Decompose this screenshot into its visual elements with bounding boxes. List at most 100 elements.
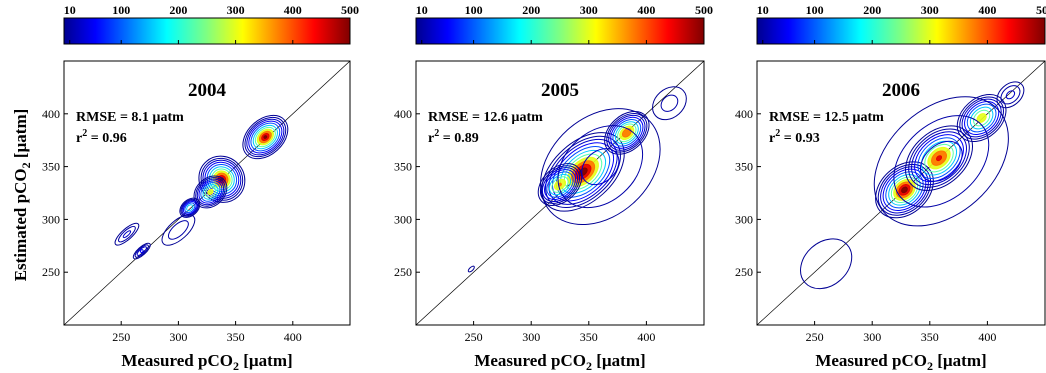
x-tick-label: 350 [921, 330, 939, 344]
x-tick-label: 250 [806, 330, 824, 344]
contour-level-60-cluster-2 [544, 169, 576, 200]
contour-level-60-cluster-3 [182, 201, 197, 215]
panel-title: 2005 [541, 80, 579, 101]
contour-level-500-cluster-0 [901, 186, 908, 194]
y-tick-label: 300 [394, 212, 412, 226]
y-tick-label: 250 [394, 265, 412, 279]
contour-level-10-cluster-3 [540, 108, 661, 226]
contour-level-20-cluster-3 [893, 115, 990, 208]
contour-level-20-cluster-4 [660, 94, 679, 112]
colorbar-tick-label: 10 [757, 3, 769, 17]
colorbar-tick-label: 500 [695, 3, 713, 17]
x-tick-label: 250 [465, 330, 483, 344]
density-contours [114, 114, 289, 260]
y-tick-label: 350 [394, 160, 412, 174]
contour-level-35-cluster-5 [122, 230, 132, 239]
contour-level-10-cluster-0 [875, 161, 934, 219]
density-contours [467, 86, 687, 273]
contour-level-10-cluster-4 [996, 81, 1025, 109]
contour-level-35-cluster-3 [181, 199, 199, 216]
colorbar-tick-label: 100 [806, 3, 824, 17]
contour-level-60-cluster-2 [198, 180, 223, 204]
contour-level-160-cluster-2 [548, 173, 572, 196]
x-tick-label: 250 [112, 330, 130, 344]
x-tick-label: 400 [637, 330, 655, 344]
contour-level-160-cluster-0 [252, 124, 278, 150]
y-axis-label: Estimated pCO2 [µatm] [11, 109, 33, 282]
contour-level-20-cluster-5 [118, 225, 136, 243]
y-tick-label: 350 [735, 160, 753, 174]
r-squared-text: r2 = 0.96 [76, 128, 127, 146]
contour-level-20-cluster-0 [244, 116, 287, 158]
y-tick-label: 400 [42, 107, 60, 121]
contour-level-160-cluster-3 [186, 204, 194, 212]
r-squared-text: r2 = 0.89 [428, 128, 479, 146]
colorbar-2005: 10 100 200 300 400 500 [415, 3, 713, 45]
y-tick-label: 400 [394, 107, 412, 121]
contour-level-20-cluster-3 [557, 125, 644, 209]
contour-level-100-cluster-2 [200, 182, 221, 202]
x-axis-label: Measured pCO2 [µatm] [121, 351, 292, 373]
contour-level-60-cluster-0 [882, 168, 927, 211]
x-tick-label: 400 [284, 330, 302, 344]
colorbar-tick-label: 200 [522, 3, 540, 17]
y-tick-label: 300 [735, 212, 753, 226]
contour-level-100-cluster-2 [966, 103, 997, 133]
contour-level-20-cluster-3 [180, 198, 200, 217]
colorbar-2006: 10 100 200 300 400 500 [756, 3, 1046, 45]
contour-level-160-cluster-2 [202, 184, 219, 200]
contour-level-160-cluster-2 [969, 106, 994, 130]
colorbar-tick-label: 100 [465, 3, 483, 17]
x-axis-label: Measured pCO2 [µatm] [474, 351, 645, 373]
contour-level-10-cluster-2 [956, 94, 1007, 143]
contour-level-10-cluster-4 [132, 242, 151, 260]
contour-level-10-cluster-5 [467, 265, 475, 273]
y-tick-label: 400 [735, 107, 753, 121]
contour-level-10-cluster-6 [161, 214, 196, 246]
contour-level-10-cluster-2 [537, 163, 583, 206]
contour-level-35-cluster-3 [920, 140, 963, 182]
panel-title: 2004 [188, 80, 227, 101]
colorbar-gradient [756, 17, 1046, 45]
contour-level-10-cluster-3 [179, 197, 201, 218]
contour-level-500-cluster-0 [263, 135, 268, 139]
x-tick-label: 300 [863, 330, 881, 344]
contour-level-230-cluster-1 [211, 168, 233, 191]
y-tick-label: 350 [42, 160, 60, 174]
contour-level-60-cluster-4 [139, 249, 144, 253]
contour-level-300-cluster-2 [207, 188, 214, 196]
y-tick-label: 250 [735, 265, 753, 279]
y-tick-label: 250 [42, 265, 60, 279]
contour-level-230-cluster-1 [617, 123, 637, 143]
colorbar-tick-label: 100 [112, 3, 130, 17]
colorbar-tick-label: 400 [637, 3, 655, 17]
contour-level-35-cluster-2 [541, 167, 579, 202]
contour-level-450-cluster-1 [935, 155, 943, 162]
panel-2005: 10 100 200 300 400 500 250 300 350 400 250 300 350 40… [394, 3, 713, 373]
contour-level-230-cluster-0 [254, 126, 276, 148]
contour-level-230-cluster-0 [890, 176, 919, 204]
colorbar-gradient [415, 17, 705, 45]
contour-level-20-cluster-1 [606, 113, 648, 153]
colorbar-2004: 10 100 200 300 400 500 [63, 3, 359, 45]
colorbar-gradient [63, 17, 351, 45]
x-tick-label: 400 [978, 330, 996, 344]
contour-level-10-cluster-4 [652, 86, 687, 121]
contour-level-35-cluster-4 [136, 246, 147, 256]
contour-level-230-cluster-2 [204, 186, 217, 198]
density-contours [800, 81, 1025, 290]
x-axis-label: Measured pCO2 [µatm] [815, 351, 986, 373]
contour-level-100-cluster-1 [612, 118, 642, 147]
contour-level-20-cluster-0 [877, 163, 932, 216]
contour-level-20-cluster-1 [908, 128, 970, 188]
colorbar-tick-label: 400 [284, 3, 302, 17]
x-tick-label: 350 [227, 330, 245, 344]
colorbar-tick-label: 500 [341, 3, 359, 17]
panel-title: 2006 [882, 80, 920, 101]
rmse-text: RMSE = 8.1 µatm [76, 110, 184, 125]
contour-level-10-cluster-5 [800, 238, 853, 290]
contour-level-100-cluster-0 [250, 122, 281, 152]
contour-level-10-cluster-1 [604, 110, 650, 155]
colorbar-tick-label: 200 [863, 3, 881, 17]
